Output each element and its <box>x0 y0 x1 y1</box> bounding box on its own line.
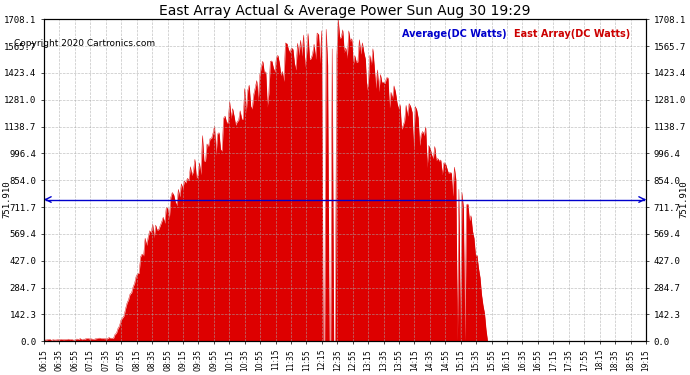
Text: 751.910: 751.910 <box>679 181 688 218</box>
Text: East Array(DC Watts): East Array(DC Watts) <box>513 29 630 39</box>
Text: Copyright 2020 Cartronics.com: Copyright 2020 Cartronics.com <box>14 39 155 48</box>
Text: Average(DC Watts): Average(DC Watts) <box>402 29 506 39</box>
Text: 751.910: 751.910 <box>2 181 11 218</box>
Title: East Array Actual & Average Power Sun Aug 30 19:29: East Array Actual & Average Power Sun Au… <box>159 4 531 18</box>
